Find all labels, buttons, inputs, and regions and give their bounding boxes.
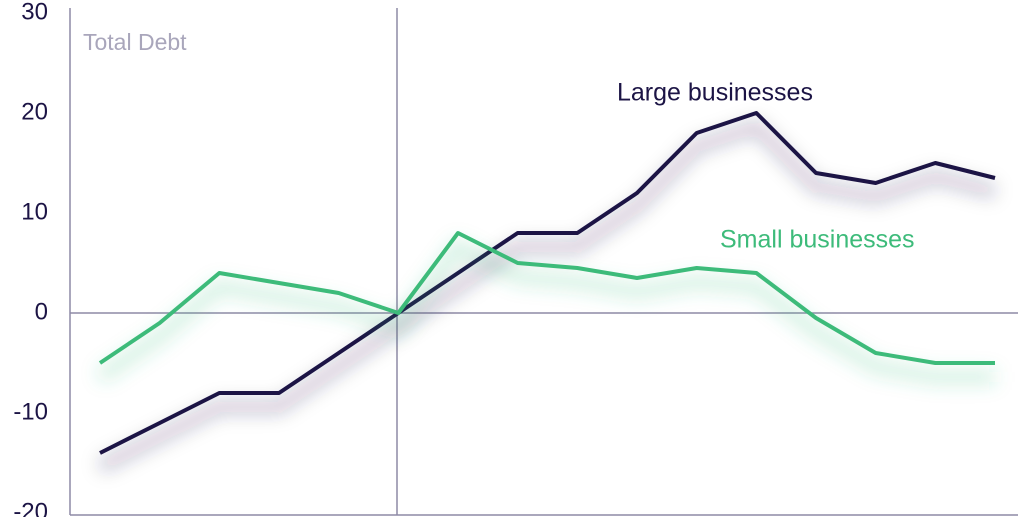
line-shadow: [96, 238, 995, 384]
series-line: [99, 111, 996, 455]
y-tick-label: -10: [13, 398, 48, 425]
y-tick-label: -20: [13, 498, 48, 517]
y-tick-label: 0: [35, 298, 48, 325]
y-tick-label: 30: [21, 0, 48, 25]
y-tick-label: 20: [21, 98, 48, 125]
y-tick-label: 10: [21, 198, 48, 225]
line-shadow: [96, 118, 997, 474]
series-label: Small businesses: [720, 226, 915, 254]
series-label: Large businesses: [617, 79, 813, 107]
series-line: [98, 231, 995, 365]
subtitle: Total Debt: [83, 29, 187, 55]
